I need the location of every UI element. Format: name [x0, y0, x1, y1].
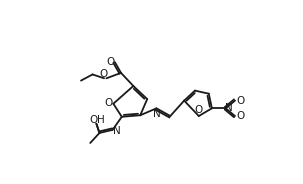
- Text: H: H: [97, 115, 105, 125]
- Text: O: O: [236, 111, 245, 121]
- Text: N: N: [225, 103, 233, 113]
- Text: O: O: [99, 69, 108, 79]
- Text: O: O: [105, 98, 113, 108]
- Text: N: N: [112, 126, 120, 136]
- Text: O: O: [236, 96, 245, 106]
- Text: O: O: [89, 115, 98, 125]
- Text: N: N: [153, 109, 160, 119]
- Text: O: O: [195, 105, 203, 115]
- Text: O: O: [106, 57, 114, 67]
